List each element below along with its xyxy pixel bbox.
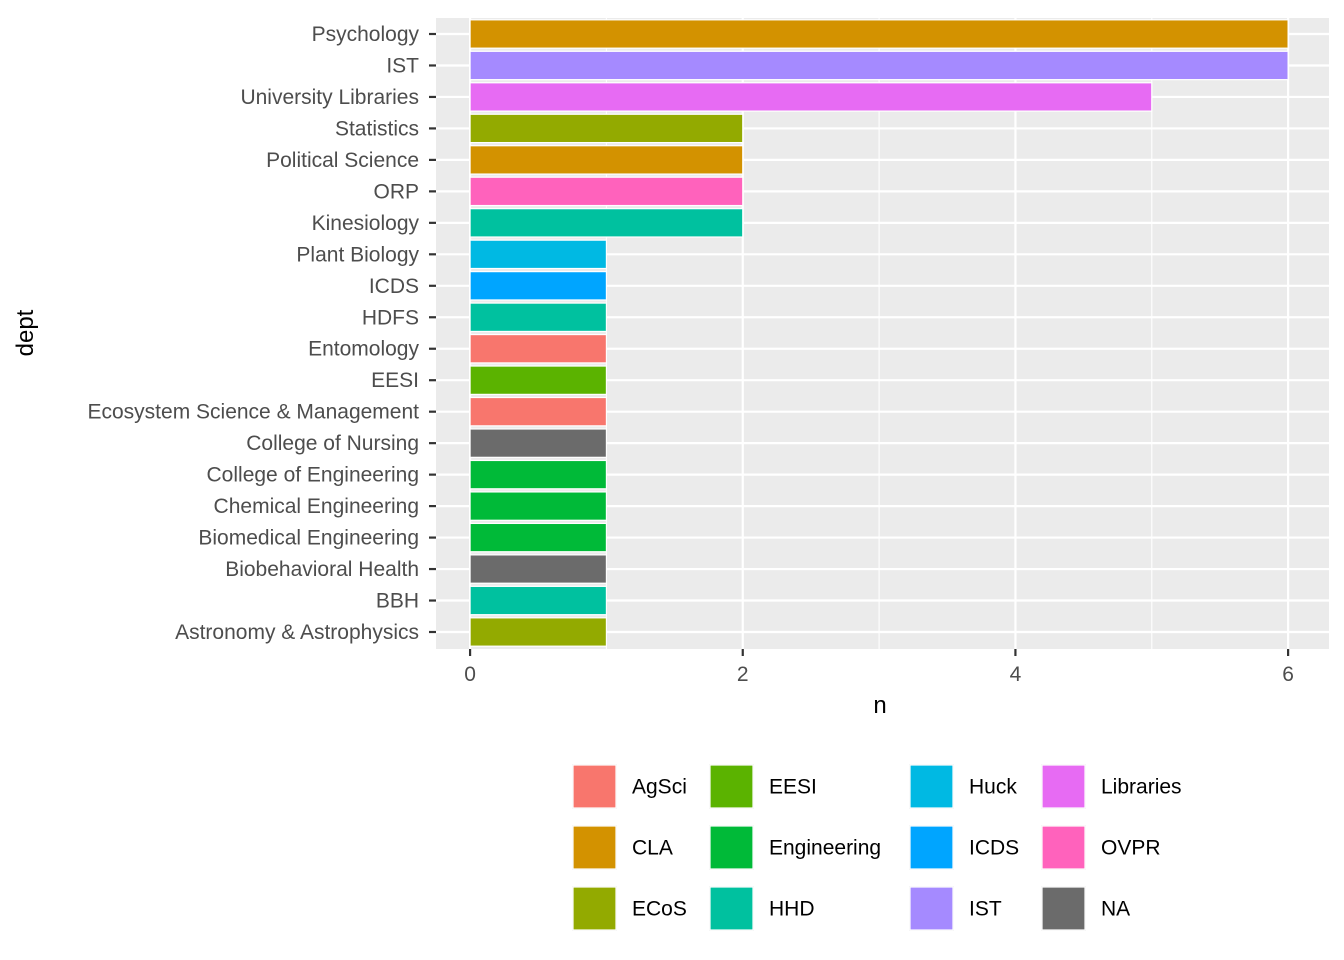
legend-swatch: [909, 764, 954, 809]
y-tick-label: IST: [386, 54, 419, 77]
bar: [469, 19, 1289, 49]
legend-label: EESI: [769, 776, 817, 799]
y-axis-title: dept: [12, 309, 39, 356]
bar: [469, 145, 744, 175]
bar: [469, 333, 608, 364]
legend-swatch: [709, 825, 754, 870]
y-tick-label: Statistics: [335, 117, 419, 140]
legend-swatch: [1041, 825, 1086, 870]
bar: [469, 522, 608, 553]
x-axis: 0 2 4 6: [464, 649, 1294, 686]
bar: [469, 554, 608, 584]
legend-label: OVPR: [1101, 837, 1161, 860]
x-axis-title: n: [873, 692, 886, 719]
bar: [469, 365, 608, 395]
bar: [469, 50, 1289, 81]
x-tick-label: 0: [464, 663, 476, 686]
y-tick-label: ICDS: [369, 275, 419, 298]
bar: [469, 176, 744, 207]
y-tick-label: Ecosystem Science & Management: [88, 401, 420, 424]
bar: [469, 271, 608, 301]
y-tick-label: Psychology: [312, 23, 420, 46]
legend-label: Engineering: [769, 837, 881, 860]
legend-swatch: [1041, 886, 1086, 931]
y-tick-label: HDFS: [362, 306, 419, 329]
bar: [469, 113, 744, 144]
bar: [469, 428, 608, 458]
bar: [469, 82, 1153, 112]
legend-label: IST: [969, 898, 1002, 921]
bar: [469, 302, 608, 333]
x-tick-label: 6: [1282, 663, 1294, 686]
legend-swatch: [572, 825, 617, 870]
y-tick-label: ORP: [373, 180, 419, 203]
bar: [469, 617, 608, 647]
legend-swatch: [572, 886, 617, 931]
legend-label: CLA: [632, 837, 673, 860]
legend-label: NA: [1101, 898, 1130, 921]
legend-swatch: [572, 764, 617, 809]
legend-label: ICDS: [969, 837, 1019, 860]
y-tick-label: EESI: [371, 369, 419, 392]
y-tick-label: Entomology: [308, 338, 419, 361]
y-tick-label: Plant Biology: [296, 243, 419, 266]
legend-label: HHD: [769, 898, 815, 921]
legend-swatch: [909, 825, 954, 870]
bars: [469, 19, 1289, 647]
bar: [469, 585, 608, 616]
y-tick-label: BBH: [376, 590, 419, 613]
legend: AgSci CLA ECoS EESI Engineering HHD Huck ICDS IS…: [572, 764, 1182, 931]
x-tick-label: 2: [737, 663, 749, 686]
y-tick-label: Kinesiology: [312, 212, 420, 235]
y-tick-label: Political Science: [266, 149, 419, 172]
y-tick-label: Chemical Engineering: [214, 495, 419, 518]
legend-label: Libraries: [1101, 776, 1182, 799]
x-tick-label: 4: [1010, 663, 1022, 686]
y-tick-label: Astronomy & Astrophysics: [175, 621, 419, 644]
legend-swatch: [709, 886, 754, 931]
legend-label: ECoS: [632, 898, 687, 921]
legend-swatch: [909, 886, 954, 931]
bar: [469, 239, 608, 270]
bar: [469, 396, 608, 427]
legend-label: AgSci: [632, 776, 687, 799]
legend-swatch: [709, 764, 754, 809]
bar: [469, 459, 608, 490]
y-axis: Psychology IST University Libraries Statist…: [88, 23, 436, 644]
legend-label: Huck: [969, 776, 1017, 799]
y-tick-label: Biobehavioral Health: [225, 558, 419, 581]
y-tick-label: University Libraries: [240, 86, 419, 109]
y-tick-label: College of Engineering: [207, 464, 419, 487]
y-tick-label: Biomedical Engineering: [198, 527, 419, 550]
bar: [469, 208, 744, 238]
y-tick-label: College of Nursing: [246, 432, 419, 455]
legend-swatch: [1041, 764, 1086, 809]
bar: [469, 491, 608, 521]
